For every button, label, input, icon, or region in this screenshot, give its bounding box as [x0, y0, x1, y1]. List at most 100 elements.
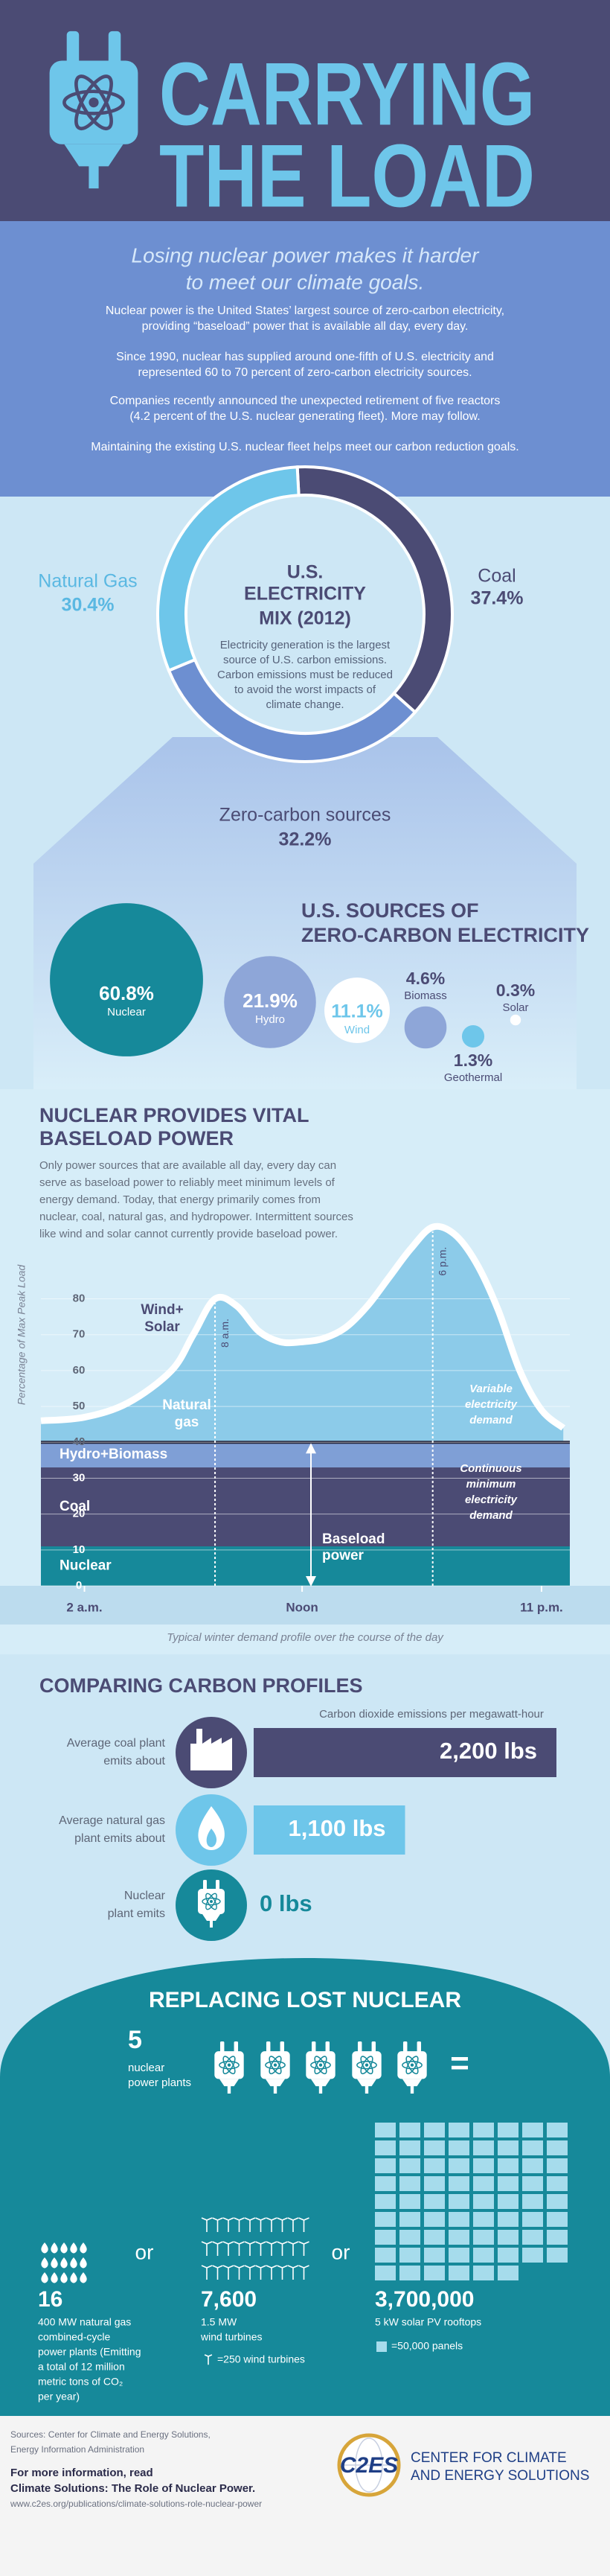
panel-glyph	[449, 2176, 469, 2191]
turbine-glyph	[222, 2217, 234, 2232]
option-text: per year)	[38, 2391, 80, 2403]
bubble-value: 4.6%	[406, 969, 445, 988]
flame-glyph	[70, 2242, 77, 2254]
turbine-glyph	[204, 2354, 213, 2365]
turbine-glyph	[222, 2265, 234, 2280]
segment-label: Natural Gas	[38, 571, 137, 592]
segment-value: 30.4%	[62, 595, 115, 616]
panel-glyph	[473, 2140, 494, 2155]
panel-glyph	[449, 2158, 469, 2173]
bubble-label: Nuclear	[107, 1006, 146, 1018]
title: CARRYING	[159, 45, 535, 144]
panel-glyph	[498, 2158, 518, 2173]
panel-glyph	[424, 2176, 445, 2191]
or: or	[332, 2240, 350, 2263]
y-tick-label: 80	[73, 1292, 86, 1305]
intro-text: Companies recently announced the unexpec…	[110, 395, 501, 407]
baseload-description: serve as baseload power to reliably meet…	[39, 1176, 336, 1189]
flame-glyph	[41, 2272, 48, 2283]
flame-glyph	[70, 2272, 77, 2283]
sources: Energy Information Administration	[10, 2444, 144, 2455]
intro-bg	[0, 221, 610, 497]
bubble-label: Solar	[502, 1001, 528, 1014]
title: THE LOAD	[159, 127, 535, 226]
panel-glyph	[498, 2140, 518, 2155]
turbine-glyph	[222, 2241, 234, 2256]
flame-glyph	[70, 2257, 77, 2269]
org-name: AND ENERGY SOLUTIONS	[411, 2468, 589, 2484]
panel-glyph	[498, 2123, 518, 2137]
panel-glyph	[498, 2194, 518, 2209]
panel-glyph	[522, 2230, 543, 2245]
segment-label: Zero-carbon sources	[219, 805, 391, 826]
panel-glyph	[522, 2140, 543, 2155]
flame-glyph	[41, 2242, 48, 2254]
factory-icon	[190, 1729, 232, 1770]
panel-glyph	[399, 2230, 420, 2245]
turbine-glyph	[212, 2241, 223, 2256]
flame-glyph	[80, 2242, 87, 2254]
y-tick-label: 20	[73, 1508, 86, 1520]
layer-label: Hydro+Biomass	[60, 1447, 167, 1462]
annotation: power	[322, 1548, 365, 1563]
panel-glyph	[375, 2158, 396, 2173]
annotation: minimum	[466, 1478, 516, 1491]
annotation: electricity	[465, 1493, 518, 1506]
sources: Sources: Center for Climate and Energy S…	[10, 2429, 211, 2440]
option-number: 16	[38, 2287, 62, 2312]
panel-glyph	[498, 2248, 518, 2263]
intro-text: Since 1990, nuclear has supplied around …	[116, 351, 494, 363]
url: www.c2es.org/publications/climate-soluti…	[10, 2499, 262, 2509]
mix-description: source of U.S. carbon emissions.	[223, 654, 387, 666]
carbon-subtitle: Carbon dioxide emissions per megawatt-ho…	[319, 1708, 544, 1721]
baseload-title: BASELOAD POWER	[39, 1127, 234, 1150]
panel-glyph	[449, 2212, 469, 2227]
turbine-glyph	[287, 2265, 299, 2280]
panel-glyph	[522, 2194, 543, 2209]
panel-glyph	[449, 2266, 469, 2280]
x-tick-label: Noon	[286, 1600, 318, 1614]
intro-text: (4.2 percent of the U.S. nuclear generat…	[129, 410, 480, 423]
y-tick-label: 10	[73, 1543, 86, 1556]
option-text: 1.5 MW	[201, 2316, 237, 2328]
baseload-description: like wind and solar cannot currently pro…	[39, 1228, 338, 1240]
turbine-glyph	[201, 2265, 213, 2280]
icon-grids	[41, 2123, 568, 2365]
equals: =	[450, 2045, 469, 2082]
mix-title: ELECTRICITY	[244, 584, 366, 605]
bubble-value: 1.3%	[454, 1051, 492, 1070]
panel-glyph	[498, 2176, 518, 2191]
option-text: power plants (Emitting	[38, 2346, 141, 2358]
baseload-layer	[41, 1546, 570, 1586]
panel-glyph	[424, 2123, 445, 2137]
panel-glyph	[473, 2230, 494, 2245]
segment-label: Coal	[478, 566, 516, 587]
panel-glyph	[547, 2140, 568, 2155]
more-info: Climate Solutions: The Role of Nuclear P…	[10, 2482, 255, 2495]
panel-glyph	[424, 2248, 445, 2263]
bar-category: Average natural gas	[59, 1814, 165, 1827]
turbine-glyph	[234, 2217, 245, 2232]
turbine-glyph	[244, 2265, 256, 2280]
panel-glyph	[399, 2176, 420, 2191]
flame-inner	[206, 1829, 217, 1847]
plants-number: 5	[128, 2026, 142, 2054]
turbine-glyph	[244, 2217, 256, 2232]
panel-glyph	[424, 2230, 445, 2245]
flame-glyph	[51, 2242, 58, 2254]
time-marker-label: 8 a.m.	[219, 1319, 231, 1348]
panel-glyph	[375, 2248, 396, 2263]
option-number: 3,700,000	[375, 2287, 474, 2312]
bar-category: Nuclear	[124, 1890, 166, 1902]
panel-glyph	[375, 2212, 396, 2227]
panel-glyph	[399, 2248, 420, 2263]
carbon-title: COMPARING CARBON PROFILES	[39, 1674, 363, 1697]
subtitle: Losing nuclear power makes it harder	[132, 243, 481, 267]
panel-glyph	[473, 2158, 494, 2173]
turbine-glyph	[266, 2217, 277, 2232]
panel-glyph	[375, 2266, 396, 2280]
option-text: combined-cycle	[38, 2331, 110, 2343]
flame-icon	[198, 1806, 225, 1850]
panel-glyph	[399, 2158, 420, 2173]
